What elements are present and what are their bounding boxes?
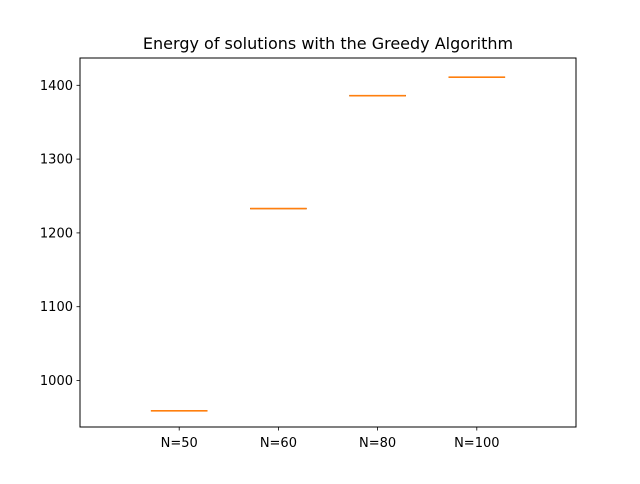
chart-title: Energy of solutions with the Greedy Algo…: [143, 34, 513, 53]
y-tick-label: 1000: [40, 374, 73, 389]
y-tick-label: 1100: [40, 300, 73, 315]
y-tick-label: 1300: [40, 153, 73, 168]
y-tick-label: 1400: [40, 79, 73, 94]
y-axis: 1000 1100 1200 1300 1400: [40, 79, 80, 389]
boxes-layer: [150, 76, 506, 412]
x-tick-label: N=100: [454, 436, 499, 451]
y-tick-label: 1200: [40, 226, 73, 241]
x-axis: N=50 N=60 N=80 N=100: [161, 427, 500, 451]
x-tick-label: N=80: [359, 436, 396, 451]
x-tick-label: N=60: [260, 436, 297, 451]
x-tick-label: N=50: [161, 436, 198, 451]
plot-area-frame: [79, 57, 577, 428]
